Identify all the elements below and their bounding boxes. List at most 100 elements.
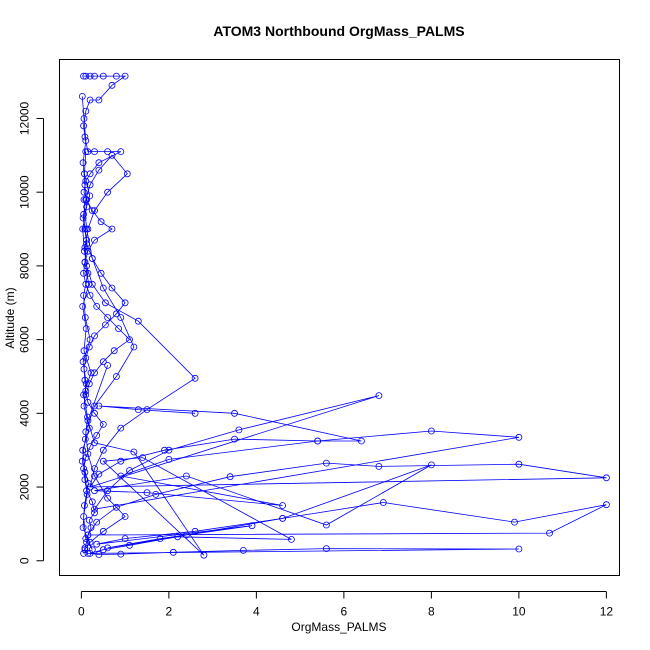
data-point [81,314,89,321]
data-point [113,503,120,511]
y-tick-label: 4000 [18,400,32,427]
data-point [99,358,107,366]
data-point [95,402,103,410]
data-point [84,450,92,458]
data-point [511,518,518,526]
data-point [80,72,87,80]
data-point [427,427,435,435]
data-point [279,515,287,522]
data-point [82,107,90,115]
data-point [83,203,90,211]
data-point [79,358,87,366]
data-point [104,494,111,502]
data-point [117,314,125,321]
data-point [322,545,330,552]
data-point [80,402,88,410]
data-point [603,474,610,482]
y-tick-label: 0 [18,557,32,564]
data-point [235,426,243,434]
x-tick-label: 6 [341,605,348,619]
data-point [102,321,109,329]
data-point [97,218,105,226]
data-point [99,446,107,454]
data-point [322,459,330,467]
data-point [104,188,111,196]
data-point [121,513,129,520]
data-point [91,465,98,473]
data-point [81,468,89,476]
data-point [82,148,90,156]
data-point [80,115,88,122]
data-point [87,369,95,377]
data-point [81,170,88,178]
data-point [427,461,435,469]
x-tick-label: 8 [428,605,435,619]
data-point [104,361,111,369]
data-point [156,535,164,542]
data-point [239,547,247,554]
data-point [108,284,116,292]
series-line [83,154,607,555]
data-point [174,533,182,541]
data-point [104,314,111,321]
data-point [83,236,90,244]
data-point [79,225,87,233]
data-point [165,446,173,454]
data-point [81,546,89,554]
data-point [110,347,118,355]
data-point [113,72,120,80]
data-point [279,502,287,509]
data-point [95,551,103,558]
data-point [95,96,103,104]
data-point [91,236,98,244]
data-point [91,72,98,80]
data-point [121,535,129,542]
data-point [231,409,238,417]
data-point [79,214,87,222]
data-point [83,490,91,498]
data-point [87,524,95,531]
data-point [88,207,96,215]
data-point [81,476,89,484]
x-tick-label: 0 [78,605,85,619]
data-point [84,531,92,539]
data-point [117,148,125,156]
y-tick-label: 2000 [18,473,32,500]
data-point [91,472,98,480]
data-point [165,455,173,463]
data-point [79,524,87,531]
data-point [82,380,90,388]
data-point [104,148,111,156]
data-point [139,454,147,462]
data-point [79,159,87,167]
data-point [91,439,98,447]
data-point [99,420,107,428]
x-tick-label: 2 [166,605,173,619]
data-point [191,527,199,535]
data-point [79,446,87,454]
data-point [134,317,142,325]
data-point [99,546,107,554]
data-point [104,544,111,552]
data-point [80,291,87,299]
plot-frame [59,59,620,576]
data-point [78,93,86,100]
y-axis-label: Altitude (m) [3,287,17,348]
data-point [82,535,90,542]
data-point [123,170,131,178]
data-point [91,509,98,517]
data-point [91,487,98,495]
data-point [84,417,92,425]
data-point [80,347,88,355]
data-point [86,483,94,491]
data-point [85,343,93,351]
data-point [86,72,94,80]
data-point [99,72,107,80]
data-point [95,166,103,174]
data-point [82,72,90,80]
data-point [117,424,125,432]
y-tick-label: 6000 [18,326,32,353]
data-point [86,291,94,299]
data-point [81,435,89,443]
